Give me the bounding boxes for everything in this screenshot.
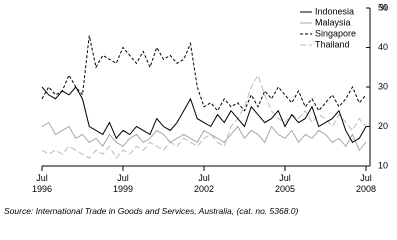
series-line: [41, 121, 367, 152]
y-tick-label: 20: [378, 121, 388, 131]
legend-label: Indonesia: [315, 6, 354, 16]
x-tick-label: Jul 2008: [355, 173, 377, 194]
y-tick-label: 40: [378, 42, 388, 52]
series-line: [41, 86, 367, 143]
y-tick-label: 10: [378, 160, 388, 170]
legend-label: Singapore: [315, 28, 356, 38]
series-line: [41, 35, 367, 112]
y-tick-label: 30: [378, 81, 388, 91]
y-axis-label: %: [380, 2, 388, 12]
source-note: Source: International Trade in Goods and…: [4, 206, 299, 216]
chart: % 10 20 30 40 50 IndonesiaMalaysiaSingaporeTh…: [41, 2, 388, 171]
x-tick-label: Jul 1999: [112, 173, 134, 194]
legend-label: Thailand: [315, 39, 350, 49]
x-tick-label: Jul 1996: [31, 173, 53, 194]
y-tick-label: 50: [378, 2, 388, 12]
page: % 10 20 30 40 50 Indonesia Malaysia Singapore Th…: [4, 2, 389, 216]
x-tick-label: Jul 2002: [193, 173, 215, 194]
series-line: [41, 73, 367, 159]
x-tick-label: Jul 2005: [274, 173, 296, 194]
legend-label: Malaysia: [315, 17, 351, 27]
